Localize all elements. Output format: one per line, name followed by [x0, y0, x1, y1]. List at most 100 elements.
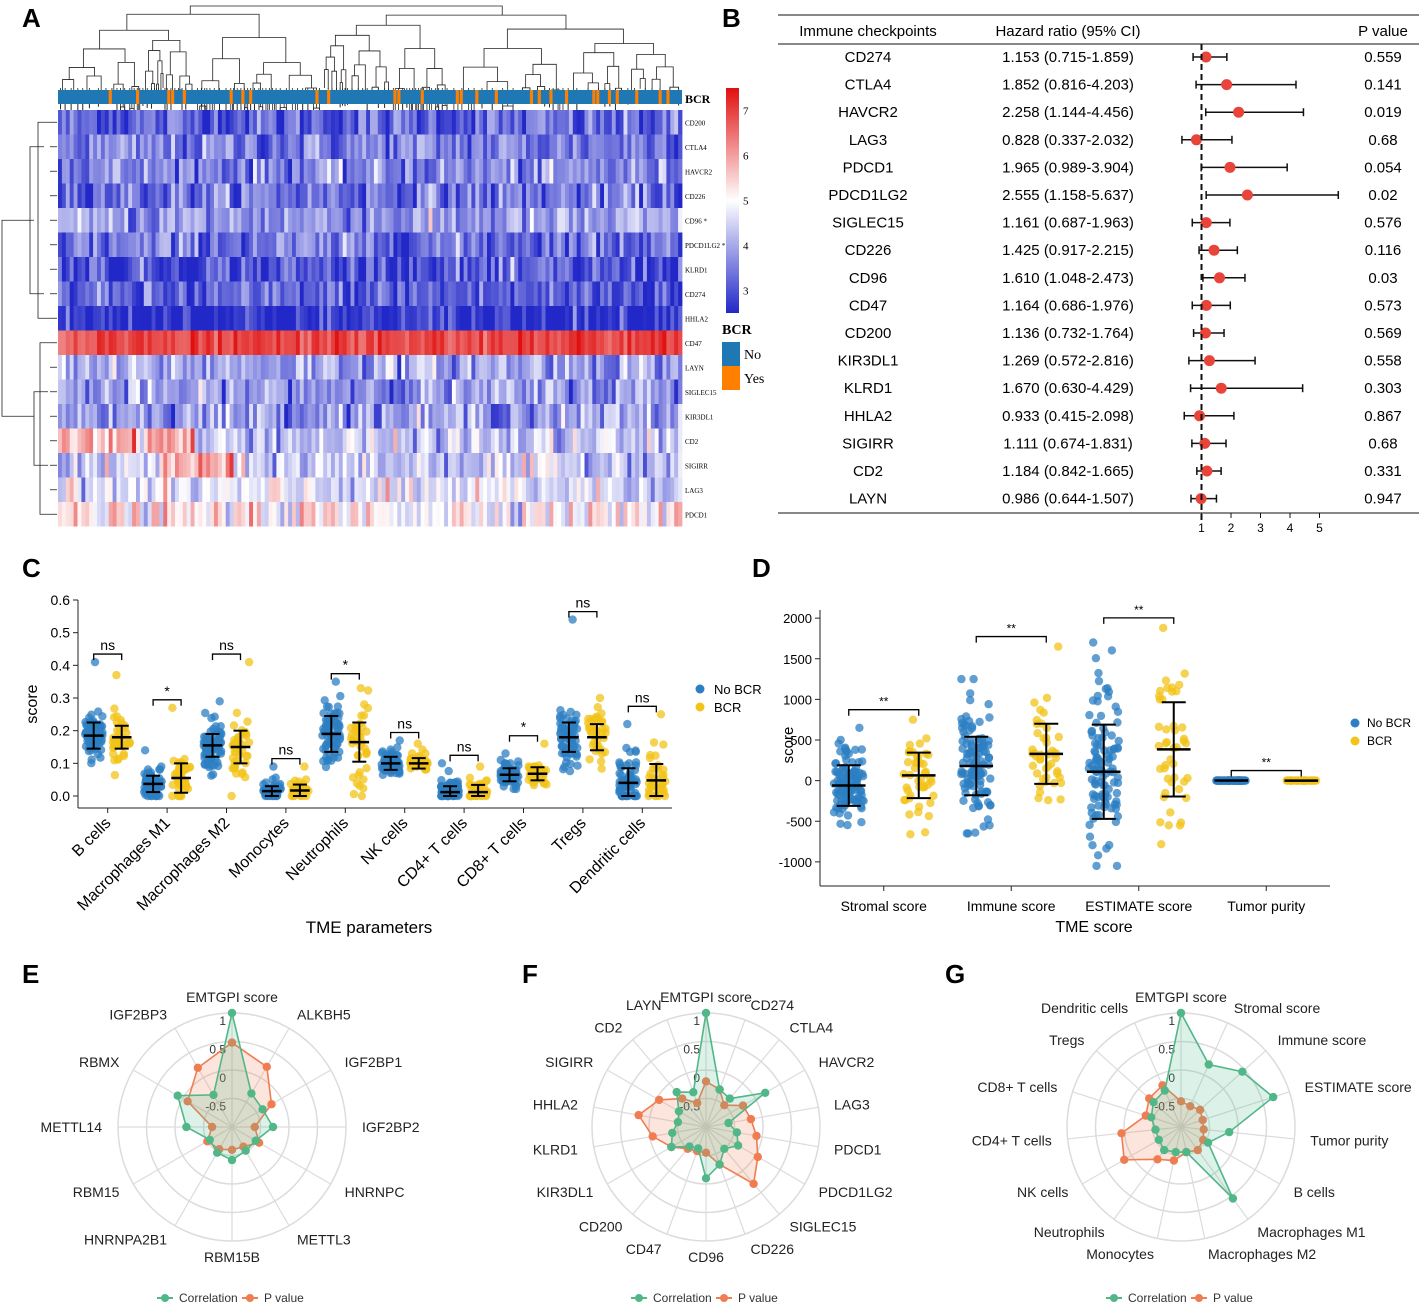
- heatmap-cell: [546, 306, 550, 331]
- heatmap-cell: [464, 257, 468, 282]
- y-tick-label: 2000: [783, 611, 812, 626]
- heatmap-cell: [620, 184, 624, 209]
- heatmap-cell: [152, 208, 156, 233]
- heatmap-cell: [534, 159, 538, 184]
- heatmap-cell: [304, 159, 308, 184]
- heatmap-cell: [585, 331, 589, 356]
- heatmap-cell: [538, 502, 542, 527]
- heatmap-cell: [144, 233, 148, 258]
- heatmap-cell: [413, 502, 417, 527]
- heatmap-cell: [218, 478, 222, 503]
- heatmap-cell: [351, 478, 355, 503]
- heatmap-cell: [191, 208, 195, 233]
- heatmap-cell: [382, 306, 386, 331]
- data-point: [978, 734, 986, 742]
- heatmap-cell: [257, 380, 261, 405]
- heatmap-cell: [659, 355, 663, 380]
- heatmap-cell: [171, 282, 175, 307]
- heatmap-cell: [210, 478, 214, 503]
- heatmap-cell: [429, 159, 433, 184]
- heatmap-cell: [542, 135, 546, 160]
- heatmap-cell: [276, 404, 280, 429]
- heatmap-cell: [588, 282, 592, 307]
- heatmap-cell: [627, 429, 631, 454]
- heatmap-cell: [273, 380, 277, 405]
- heatmap-cell: [308, 257, 312, 282]
- heatmap-cell: [666, 380, 670, 405]
- heatmap-cell: [503, 380, 507, 405]
- data-point: [1155, 692, 1163, 700]
- heatmap-cell: [495, 159, 499, 184]
- heatmap-cell: [312, 429, 316, 454]
- heatmap-cell: [421, 257, 425, 282]
- heatmap-cell: [206, 135, 210, 160]
- heatmap-cell: [561, 159, 565, 184]
- heatmap-cell: [503, 233, 507, 258]
- heatmap-cell: [518, 208, 522, 233]
- heatmap-cell: [643, 404, 647, 429]
- heatmap-cell: [66, 282, 70, 307]
- heatmap-cell: [542, 355, 546, 380]
- heatmap-cell: [74, 404, 78, 429]
- heatmap-cell: [542, 502, 546, 527]
- heatmap-cell: [471, 233, 475, 258]
- forest-point: [1233, 107, 1244, 118]
- heatmap-cell: [312, 257, 316, 282]
- heatmap-cell: [261, 306, 265, 331]
- data-point: [1097, 712, 1105, 720]
- heatmap-cell: [510, 429, 514, 454]
- heatmap-cell: [651, 355, 655, 380]
- heatmap-cell: [214, 135, 218, 160]
- heatmap-cell: [386, 184, 390, 209]
- heatmap-cell: [159, 306, 163, 331]
- heatmap-cell: [206, 380, 210, 405]
- heatmap-cell: [639, 380, 643, 405]
- heatmap-cell: [487, 184, 491, 209]
- heatmap-cell: [319, 478, 323, 503]
- data-point: [850, 795, 858, 803]
- heatmap-cell: [429, 331, 433, 356]
- heatmap-cell: [74, 355, 78, 380]
- heatmap-cell: [487, 306, 491, 331]
- dendrogram-branch: [213, 59, 240, 84]
- heatmap-cell: [343, 135, 347, 160]
- heatmap-cell: [148, 233, 152, 258]
- heatmap-cell: [183, 478, 187, 503]
- heatmap-cell: [304, 110, 308, 135]
- heatmap-cell: [81, 135, 85, 160]
- heatmap-cell: [237, 184, 241, 209]
- heatmap-cell: [429, 429, 433, 454]
- heatmap-cell: [113, 404, 117, 429]
- data-point: [514, 757, 522, 765]
- heatmap-cell: [561, 429, 565, 454]
- heatmap-cell: [499, 282, 503, 307]
- heatmap-cell: [183, 453, 187, 478]
- heatmap-cell: [366, 159, 370, 184]
- heatmap-cell: [627, 355, 631, 380]
- heatmap-cell: [58, 380, 62, 405]
- y-tick-label: 0: [805, 774, 812, 789]
- heatmap-cell: [183, 380, 187, 405]
- heatmap-cell: [105, 233, 109, 258]
- heatmap-cell: [678, 282, 682, 307]
- heatmap-cell: [585, 184, 589, 209]
- heatmap-cell: [436, 257, 440, 282]
- heatmap-cell: [265, 453, 269, 478]
- heatmap-cell: [202, 257, 206, 282]
- heatmap-cell: [128, 208, 132, 233]
- heatmap-cell: [663, 110, 667, 135]
- heatmap-cell: [331, 355, 335, 380]
- heatmap-cell: [507, 282, 511, 307]
- forest-row-p: 0.03: [1368, 270, 1397, 287]
- heatmap-cell: [70, 257, 74, 282]
- heatmap-cell: [292, 184, 296, 209]
- heatmap-cell: [674, 233, 678, 258]
- heatmap-cell: [230, 110, 234, 135]
- dendrogram-branch: [331, 46, 344, 70]
- heatmap-cell: [66, 159, 70, 184]
- heatmap-cell: [421, 208, 425, 233]
- heatmap-cell: [624, 208, 628, 233]
- heatmap-cell: [471, 429, 475, 454]
- heatmap-cell: [393, 159, 397, 184]
- heatmap-cell: [643, 478, 647, 503]
